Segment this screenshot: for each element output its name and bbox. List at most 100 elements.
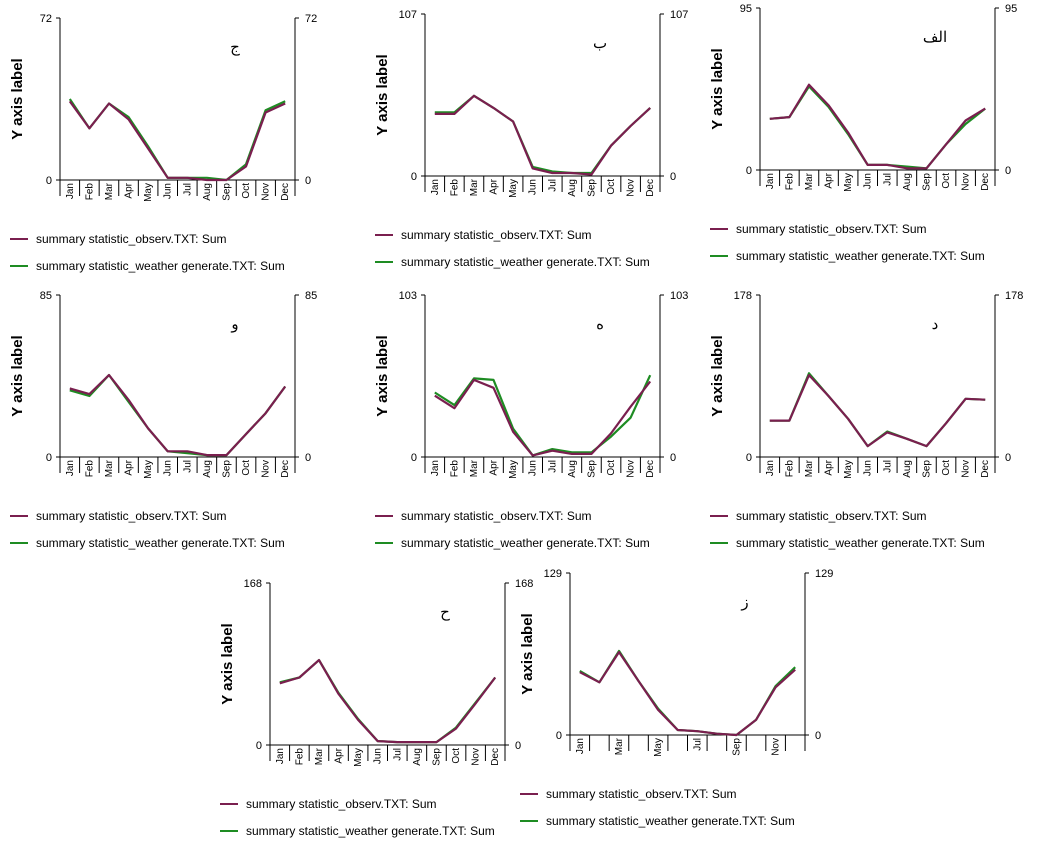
x-tick-label: Jul <box>392 748 403 761</box>
legend-label: summary statistic_observ.TXT: Sum <box>246 797 437 811</box>
panel-label: ز <box>740 593 748 611</box>
y-tick-label: 129 <box>544 568 562 580</box>
panel-label: الف <box>923 28 947 46</box>
chart-svg: 107 0 107 0 Y axis label ب Jan Feb Mar Apr May Jun J… <box>374 9 688 198</box>
legend-label: summary statistic_weather generate.TXT: … <box>246 824 495 838</box>
y2-tick-label: 0 <box>1005 452 1011 464</box>
chart-svg: 95 0 95 0 Y axis label الف Jan Feb Mar Apr May Jun J… <box>709 3 1017 192</box>
panel-label: د <box>932 315 939 333</box>
x-tick-label: Jul <box>692 738 703 751</box>
series-line-observed <box>434 94 651 176</box>
x-tick-label: Dec <box>645 460 656 478</box>
x-tick-label: Nov <box>261 183 272 201</box>
x-tick-label: Mar <box>804 172 815 190</box>
x-tick-label: Sep <box>731 738 742 756</box>
x-tick-label: May <box>353 748 364 767</box>
x-tick-label: Apr <box>334 747 345 763</box>
chart-panel: 168 0 168 0 Y axis label ح Jan Feb Mar Apr May Jun J… <box>210 575 560 855</box>
x-tick-label: Jan <box>65 183 76 199</box>
x-tick-label: Nov <box>961 173 972 191</box>
x-tick-label: Mar <box>104 459 115 477</box>
x-tick-label: Jun <box>528 179 539 195</box>
y-tick-label: 107 <box>399 9 417 21</box>
legend-label: summary statistic_weather generate.TXT: … <box>36 536 285 550</box>
legend-swatch <box>375 261 393 263</box>
y2-tick-label: 0 <box>1005 165 1011 177</box>
legend-label: summary statistic_observ.TXT: Sum <box>401 228 592 242</box>
x-tick-label: Feb <box>294 748 305 766</box>
panel-label: ب <box>593 34 607 52</box>
legend-label: summary statistic_weather generate.TXT: … <box>36 259 285 273</box>
legend-swatch <box>520 820 538 822</box>
legend-swatch <box>375 542 393 544</box>
x-tick-label: Feb <box>449 179 460 197</box>
y-axis-label: Y axis label <box>9 58 26 139</box>
y2-tick-label: 85 <box>305 290 317 302</box>
x-tick-label: Jan <box>65 460 76 476</box>
x-tick-label: Aug <box>902 173 913 191</box>
x-tick-label: Oct <box>606 179 617 195</box>
legend-label: summary statistic_observ.TXT: Sum <box>401 509 592 523</box>
series-line-generated <box>69 373 287 457</box>
legend-label: summary statistic_weather generate.TXT: … <box>401 536 650 550</box>
legend-label: summary statistic_observ.TXT: Sum <box>546 787 737 801</box>
x-tick-label: Nov <box>961 460 972 478</box>
panel-label: و <box>230 315 238 333</box>
x-tick-label: Nov <box>771 738 782 756</box>
legend-swatch <box>375 234 393 236</box>
chart-panel: 103 0 103 0 Y axis label ه Jan Feb Mar Apr May Jun J… <box>365 287 715 567</box>
x-tick-label: Jan <box>575 738 586 754</box>
x-tick-label: Jun <box>373 748 384 764</box>
x-tick-label: Aug <box>202 460 213 478</box>
x-tick-label: Dec <box>980 173 991 191</box>
x-tick-label: Feb <box>784 173 795 191</box>
x-tick-label: Jun <box>163 183 174 199</box>
x-tick-label: Jul <box>882 173 893 186</box>
chart-panel: 95 0 95 0 Y axis label الف Jan Feb Mar Apr May Jun J… <box>700 0 1047 280</box>
x-tick-label: Aug <box>567 460 578 478</box>
y-tick-label: 0 <box>411 171 417 183</box>
series-line-observed <box>579 650 796 737</box>
y2-tick-label: 168 <box>515 578 533 590</box>
x-tick-label: Jun <box>863 460 874 476</box>
chart-panel: 129 0 129 0 Y axis label ز Jan Mar May Jul Sep Nov s… <box>510 565 860 845</box>
y-tick-label: 95 <box>740 3 752 15</box>
y-tick-label: 0 <box>256 740 262 752</box>
legend-swatch <box>10 515 28 517</box>
chart-svg: 72 0 72 0 Y axis label ج Jan Feb Mar Apr May Jun Jul… <box>9 13 317 202</box>
x-tick-label: Jul <box>182 183 193 196</box>
x-tick-label: Apr <box>124 459 135 475</box>
legend-label: summary statistic_observ.TXT: Sum <box>736 222 927 236</box>
x-tick-label: Apr <box>489 459 500 475</box>
series-line-observed <box>279 658 497 744</box>
y-axis-label: Y axis label <box>9 335 26 416</box>
y2-tick-label: 0 <box>815 730 821 742</box>
chart-svg: 168 0 168 0 Y axis label ح Jan Feb Mar Apr May Jun J… <box>219 578 533 767</box>
y2-tick-label: 103 <box>670 290 688 302</box>
y-tick-label: 0 <box>411 452 417 464</box>
series-line-observed <box>769 373 986 448</box>
x-tick-label: Sep <box>586 179 597 197</box>
x-tick-label: May <box>508 179 519 198</box>
y-tick-label: 168 <box>244 578 262 590</box>
legend-swatch <box>710 515 728 517</box>
x-tick-label: Feb <box>84 460 95 478</box>
x-tick-label: Jan <box>275 748 286 764</box>
legend-label: summary statistic_observ.TXT: Sum <box>36 509 227 523</box>
x-tick-label: Jan <box>430 460 441 476</box>
x-tick-label: Jan <box>765 173 776 189</box>
series-line-observed <box>434 378 652 457</box>
chart-svg: 85 0 85 0 Y axis label و Jan Feb Mar Apr May Jun Jul… <box>9 290 317 479</box>
x-tick-label: Feb <box>449 460 460 478</box>
legend-swatch <box>710 255 728 257</box>
legend-swatch <box>375 515 393 517</box>
x-tick-label: Dec <box>280 460 291 478</box>
x-tick-label: Sep <box>431 748 442 766</box>
chart-panel: 72 0 72 0 Y axis label ج Jan Feb Mar Apr May Jun Jul… <box>0 10 350 290</box>
x-tick-label: Jun <box>863 173 874 189</box>
series-line-observed <box>69 373 287 457</box>
y-tick-label: 72 <box>40 13 52 25</box>
y-axis-label: Y axis label <box>219 623 236 704</box>
x-tick-label: Jul <box>547 460 558 473</box>
